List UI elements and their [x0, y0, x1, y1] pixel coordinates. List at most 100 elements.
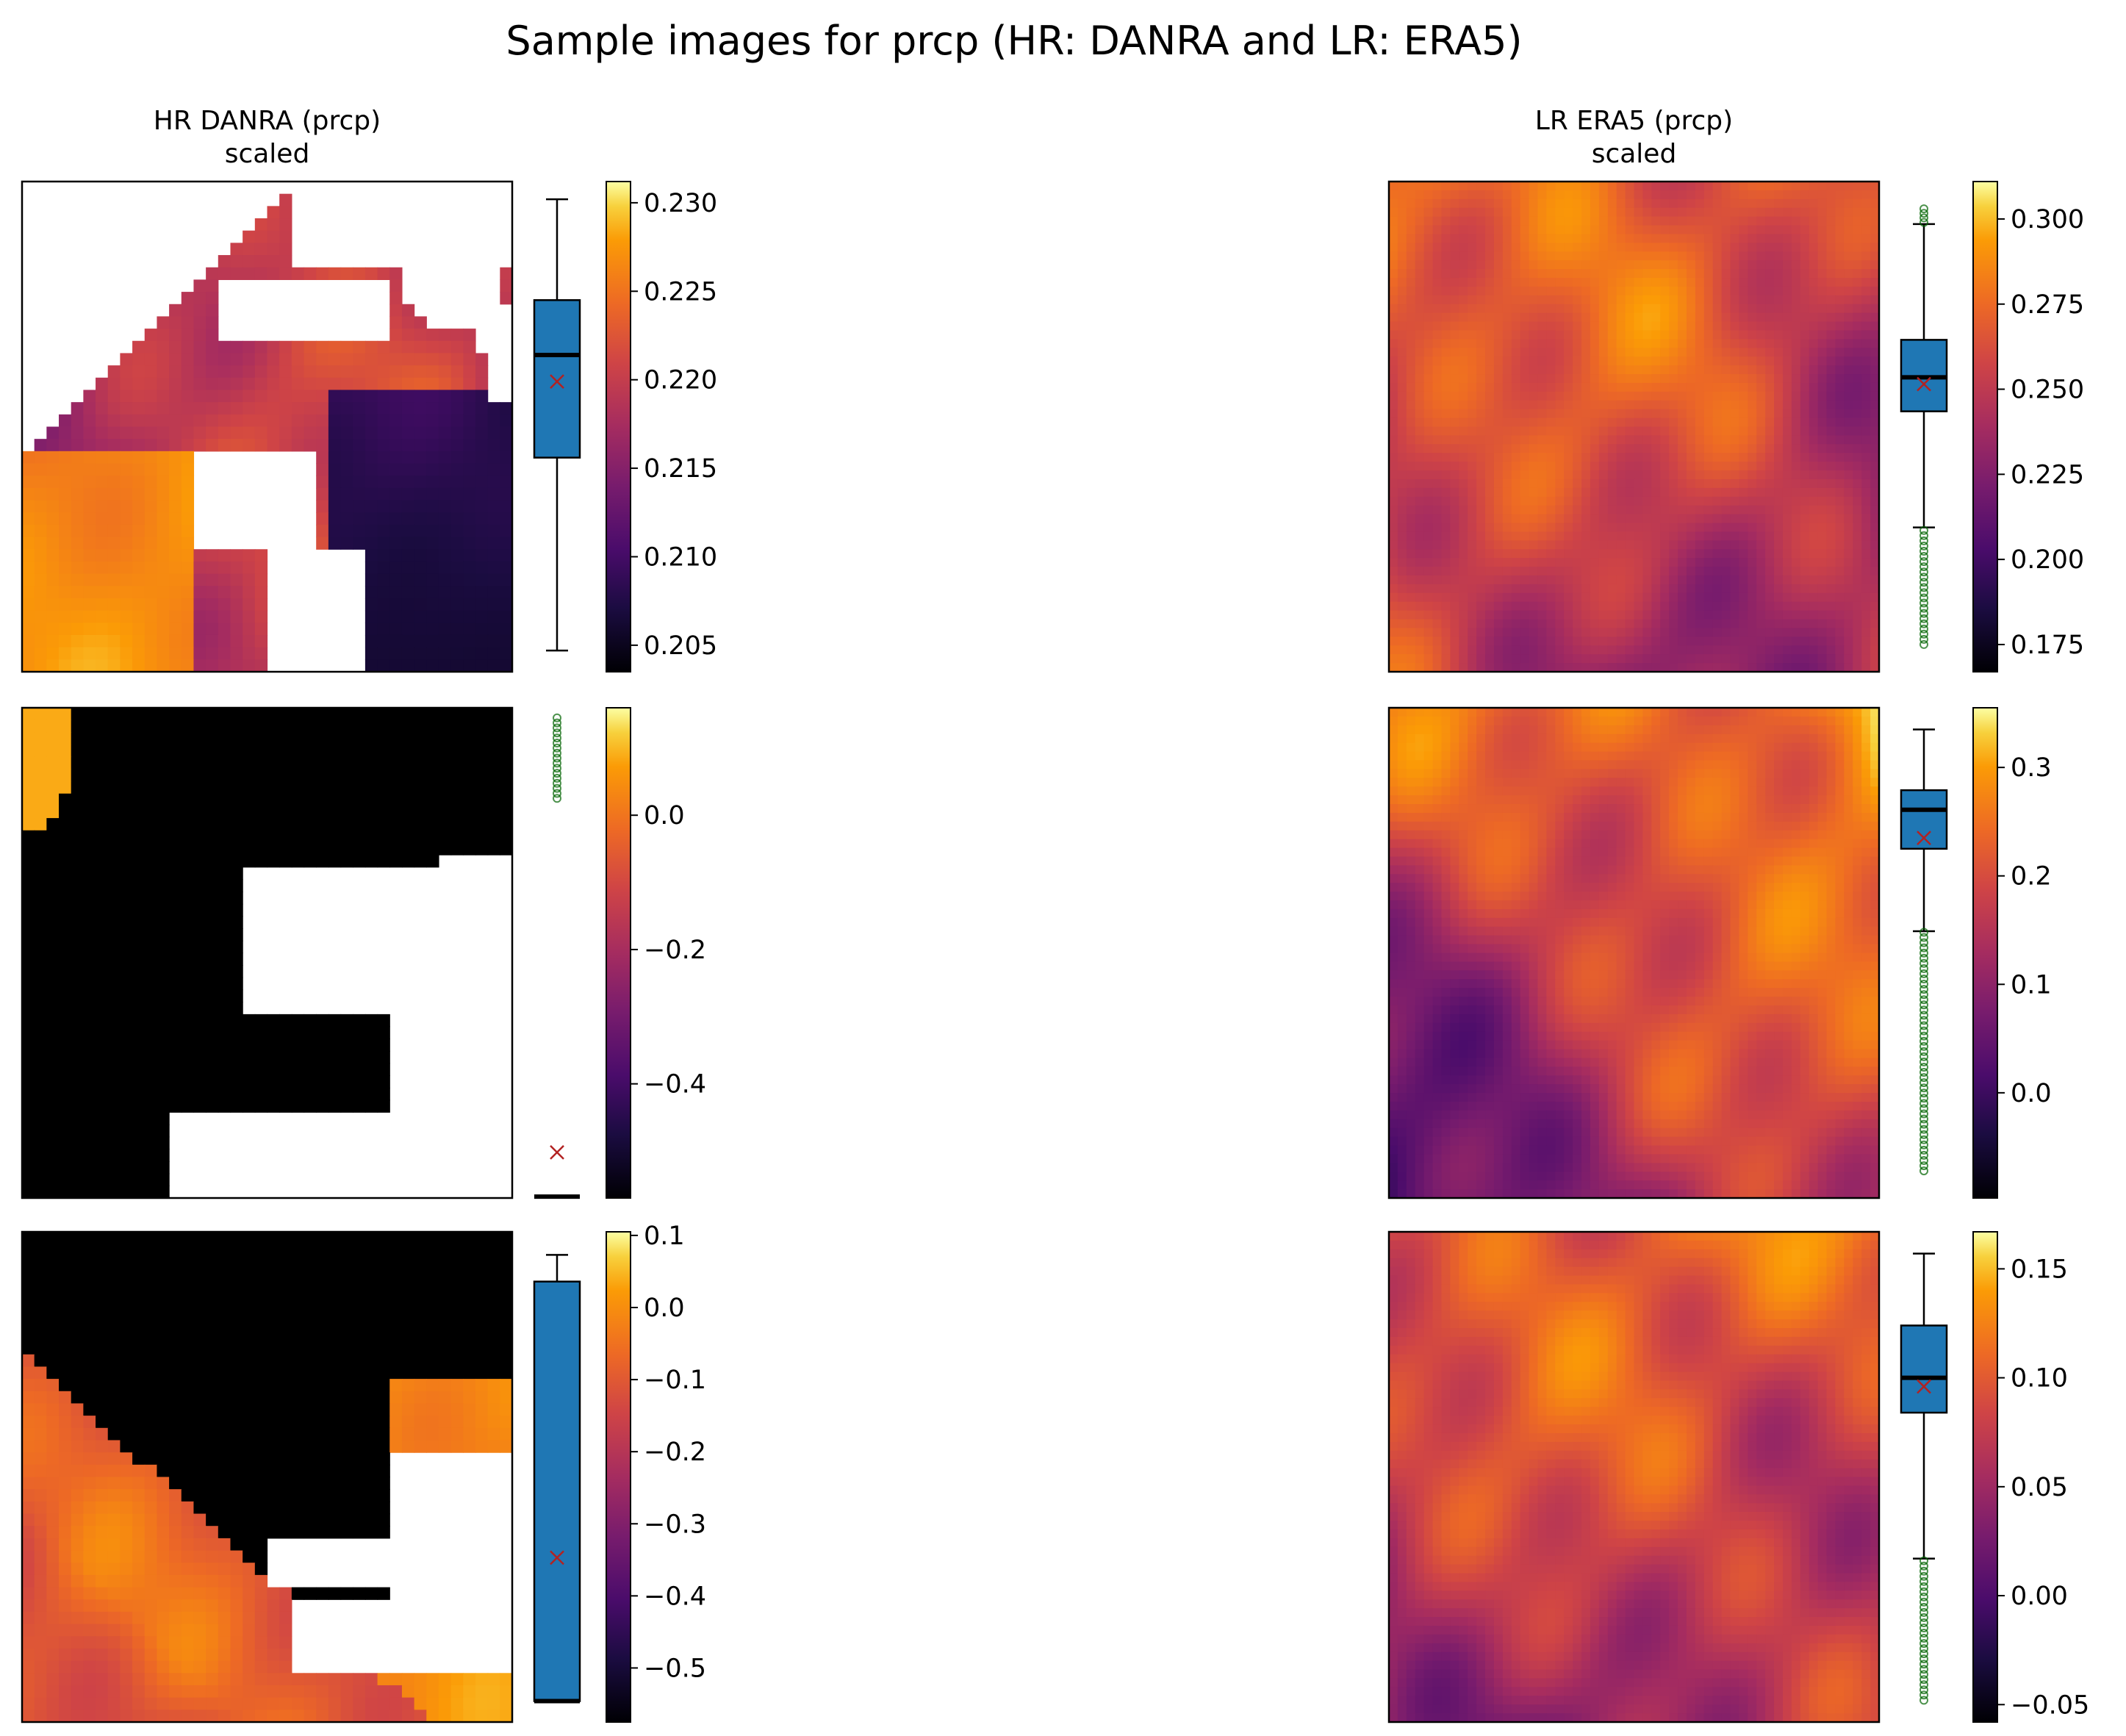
heatmap-cell [1774, 592, 1784, 603]
heatmap-cell [181, 1050, 195, 1064]
heatmap-cell [377, 390, 390, 403]
heatmap-cell [1853, 382, 1862, 392]
heatmap-cell [1459, 417, 1468, 428]
heatmap-cell [230, 243, 243, 256]
heatmap-cell [438, 561, 452, 575]
heatmap-cell [1756, 654, 1766, 664]
heatmap-cell [230, 928, 243, 941]
heatmap-cell [230, 793, 243, 806]
heatmap-cell [1468, 278, 1477, 287]
heatmap-cell [22, 647, 35, 660]
heatmap-cell [1660, 470, 1670, 480]
heatmap-cell [1642, 636, 1652, 646]
heatmap-cell [1607, 444, 1617, 453]
heatmap-cell [1634, 251, 1644, 261]
heatmap-cell [206, 977, 219, 991]
heatmap-cell [1703, 496, 1714, 506]
heatmap-cell [1800, 190, 1810, 200]
heatmap-cell [1765, 584, 1775, 594]
heatmap-cell [1703, 400, 1714, 410]
heatmap-cell [1826, 523, 1836, 533]
heatmap-cell [1817, 531, 1828, 541]
heatmap-cell [157, 524, 170, 538]
heatmap-cell [1782, 575, 1792, 585]
heatmap-cell [132, 953, 146, 966]
heatmap-cell [1468, 645, 1477, 655]
heatmap-cell [1415, 654, 1425, 664]
heatmap-cell [1468, 505, 1477, 515]
heatmap-cell [463, 426, 476, 440]
heatmap-cell [1590, 295, 1600, 305]
heatmap-cell [1756, 610, 1766, 620]
heatmap-cell [1616, 234, 1626, 243]
heatmap-cell [1712, 592, 1723, 603]
heatmap-cell [450, 745, 464, 758]
heatmap-cell [1502, 216, 1512, 226]
heatmap-cell [132, 806, 146, 819]
heatmap-cell [1774, 321, 1784, 331]
heatmap-cell [1826, 269, 1836, 279]
heatmap-cell [1520, 592, 1530, 603]
heatmap-cell [1782, 549, 1792, 559]
heatmap-cell [169, 500, 182, 513]
heatmap-cell [487, 659, 500, 672]
heatmap-cell [1651, 365, 1661, 375]
heatmap-cell [316, 1026, 329, 1039]
heatmap-cell [1809, 251, 1819, 261]
heatmap-cell [1598, 190, 1609, 200]
heatmap-cell [1441, 592, 1451, 603]
heatmap-cell [254, 708, 268, 721]
heatmap-cell [1502, 592, 1512, 603]
heatmap-cell [1853, 645, 1862, 655]
heatmap-cell [1423, 330, 1434, 340]
heatmap-cell [1835, 409, 1845, 419]
heatmap-cell [1581, 243, 1591, 252]
heatmap-cell [132, 867, 146, 880]
heatmap-cell [181, 537, 195, 550]
heatmap-cell [364, 476, 378, 489]
heatmap-cell [1782, 304, 1792, 314]
heatmap-cell [1537, 409, 1547, 419]
heatmap-cell [157, 916, 170, 929]
heatmap-cell [144, 867, 158, 880]
heatmap-cell [34, 598, 47, 611]
heatmap-cell [144, 598, 158, 611]
heatmap-cell [1502, 207, 1512, 218]
heatmap-cell [1739, 348, 1748, 357]
heatmap-cell [1555, 462, 1565, 471]
heatmap-cell [22, 977, 35, 991]
heatmap-cell [1686, 584, 1696, 594]
heatmap-cell [1678, 645, 1687, 655]
heatmap-cell [1809, 549, 1819, 559]
heatmap-cell [1861, 260, 1871, 270]
heatmap-cell [1598, 444, 1609, 453]
heatmap-cell [1669, 663, 1678, 672]
heatmap-cell [364, 402, 378, 415]
heatmap-cell [1397, 487, 1407, 498]
heatmap-cell [1616, 391, 1626, 401]
heatmap-cell [34, 659, 47, 672]
heatmap-cell [157, 867, 170, 880]
heatmap-cell [1782, 592, 1792, 603]
heatmap-cell [1730, 400, 1740, 410]
heatmap-cell [1642, 628, 1652, 637]
heatmap-cell [1844, 426, 1853, 437]
heatmap-cell [475, 414, 489, 428]
heatmap-cell [1756, 374, 1766, 384]
heatmap-cell [1809, 400, 1819, 410]
heatmap-cell [1476, 365, 1486, 375]
heatmap-cell [1493, 540, 1504, 550]
heatmap-cell [1406, 531, 1416, 541]
heatmap-cell [1432, 278, 1443, 287]
heatmap-cell [1441, 321, 1451, 331]
heatmap-cell [291, 390, 305, 403]
heatmap-cell [1450, 312, 1459, 323]
colorbar-tick-label: 0.300 [2011, 205, 2084, 234]
heatmap-cell [1695, 198, 1705, 209]
heatmap-cell [46, 426, 60, 440]
heatmap-cell [1730, 321, 1740, 331]
outlier-point [1919, 578, 1928, 587]
heatmap-cell [328, 439, 342, 452]
heatmap-cell [193, 365, 207, 379]
heatmap-cell [144, 463, 158, 476]
